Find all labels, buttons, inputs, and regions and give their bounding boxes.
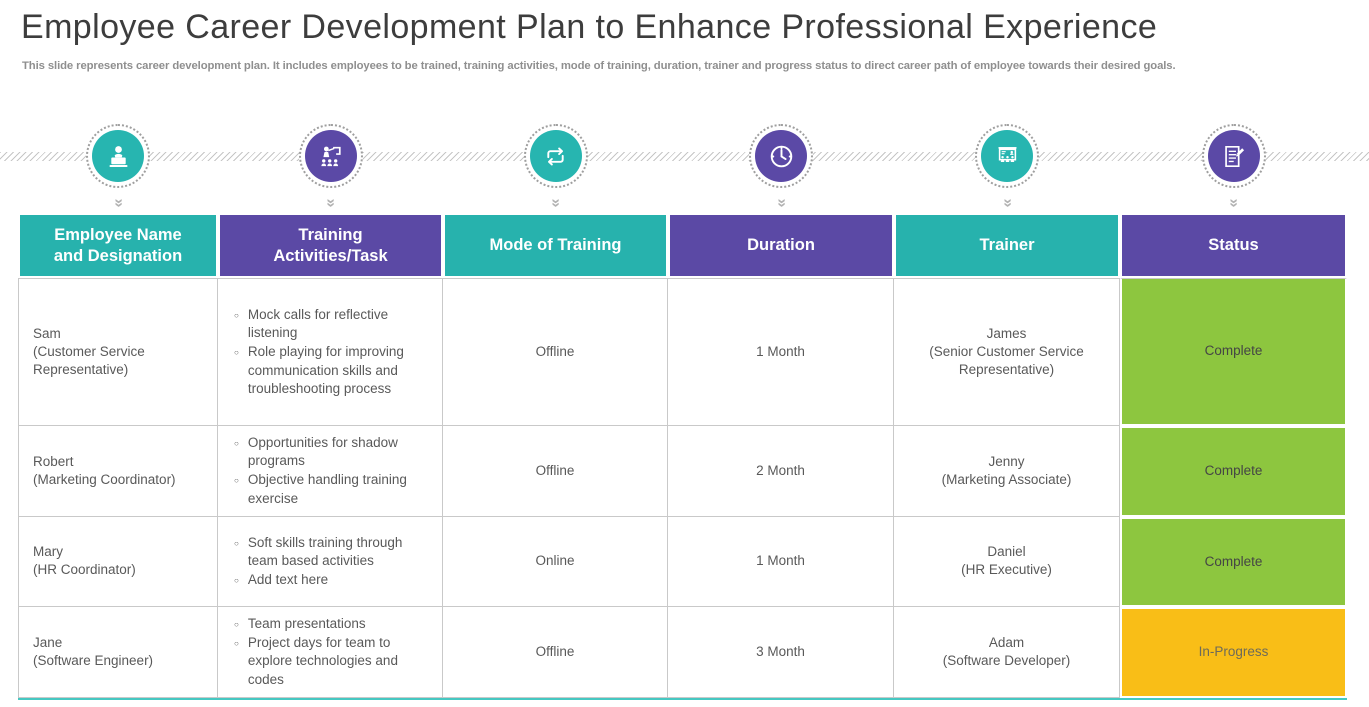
mode-cell: Online: [443, 516, 668, 607]
activity-item: Role playing for improving communication…: [234, 343, 432, 398]
employee-designation: (HR Coordinator): [33, 562, 136, 578]
trainer-cell: Daniel (HR Executive): [894, 516, 1120, 607]
header-training-activities: Training Activities/Task: [218, 213, 443, 278]
mode-cell: Offline: [443, 606, 668, 698]
table-row: Robert (Marketing Coordinator) Opportuni…: [18, 426, 1347, 517]
trainer-cell: Adam (Software Developer): [894, 606, 1120, 698]
status-icon: [1207, 130, 1260, 182]
mode-cell: Offline: [443, 426, 668, 517]
employee-name: Mary: [33, 544, 63, 560]
employee-cell: Mary (HR Coordinator): [18, 516, 218, 607]
activities-cell: Soft skills training through team based …: [218, 516, 443, 607]
activity-item: Add text here: [234, 571, 432, 589]
mode-of-training-icon: [529, 130, 582, 182]
trainer-cell: James (Senior Customer Service Represent…: [894, 278, 1120, 426]
duration-icon: [755, 130, 807, 182]
icon-badge: [298, 124, 363, 188]
icon-badge: [86, 124, 150, 188]
activity-item: Project days for team to explore technol…: [234, 634, 432, 689]
career-plan-table: Employee Name and Designation Training A…: [18, 213, 1347, 700]
duration-cell: 1 Month: [668, 516, 894, 607]
duration-cell: 2 Month: [668, 426, 894, 517]
status-badge: In-Progress: [1120, 606, 1347, 698]
employee-name: Jane: [33, 634, 63, 650]
trainer-name: Jenny: [988, 453, 1025, 469]
employee-cell: Jane (Software Engineer): [18, 606, 218, 698]
chevron-down-icon: »: [1225, 198, 1243, 208]
trainer-cell: Jenny (Marketing Associate): [894, 426, 1120, 517]
activity-item: Mock calls for reflective listening: [234, 306, 432, 342]
header-employee: Employee Name and Designation: [18, 213, 218, 278]
table-row: Sam (Customer Service Representative) Mo…: [18, 278, 1347, 426]
header-duration: Duration: [668, 213, 894, 278]
table-bottom-accent: [18, 697, 1347, 700]
duration-cell: 3 Month: [668, 606, 894, 698]
icon-cell-status: »: [1120, 124, 1347, 211]
trainer-name: James: [986, 325, 1027, 341]
trainer-role: (Marketing Associate): [941, 471, 1072, 487]
icon-badge: [975, 124, 1039, 188]
status-badge: Complete: [1120, 426, 1347, 517]
header-status: Status: [1120, 213, 1347, 278]
header-mode: Mode of Training: [443, 213, 668, 278]
activity-item: Team presentations: [234, 615, 432, 633]
employee-cell: Robert (Marketing Coordinator): [18, 426, 218, 517]
chevron-down-icon: »: [999, 198, 1016, 208]
employee-designation: (Customer Service Representative): [33, 343, 145, 378]
table-row: Mary (HR Coordinator) Soft skills traini…: [18, 516, 1347, 607]
employee-designation: (Software Engineer): [33, 652, 154, 668]
icon-cell-trainer: »: [894, 124, 1120, 211]
employee-name: Robert: [33, 453, 74, 469]
trainer-icon: [981, 130, 1033, 182]
header-trainer: Trainer: [894, 213, 1120, 278]
activity-item: Objective handling training exercise: [234, 471, 432, 507]
table-row: Jane (Software Engineer) Team presentati…: [18, 606, 1347, 698]
trainer-name: Daniel: [987, 544, 1026, 560]
chevron-down-icon: »: [110, 198, 127, 208]
icon-badge: [523, 124, 588, 188]
activity-item: Opportunities for shadow programs: [234, 434, 432, 470]
icon-cell-employee: »: [18, 124, 218, 211]
duration-cell: 1 Month: [668, 278, 894, 426]
employee-designation: (Marketing Coordinator): [33, 471, 176, 487]
hatched-timeline-band: [0, 152, 1369, 161]
status-badge: Complete: [1120, 516, 1347, 607]
activities-cell: Team presentations Project days for team…: [218, 606, 443, 698]
activities-cell: Opportunities for shadow programs Object…: [218, 426, 443, 517]
mode-cell: Offline: [443, 278, 668, 426]
trainer-role: (Software Developer): [942, 652, 1071, 668]
employee-icon: [92, 130, 144, 182]
icon-cell-training: »: [218, 124, 443, 211]
trainer-role: (Senior Customer Service Representative): [929, 343, 1084, 378]
page-title: Employee Career Development Plan to Enha…: [21, 8, 1158, 46]
training-activities-icon: [304, 130, 357, 182]
chevron-down-icon: »: [773, 198, 790, 208]
trainer-name: Adam: [988, 634, 1025, 650]
activities-cell: Mock calls for reflective listening Role…: [218, 278, 443, 426]
icon-strip: » »: [18, 124, 1347, 211]
icon-cell-mode: »: [443, 124, 668, 211]
employee-name: Sam: [33, 325, 61, 341]
status-badge: Complete: [1120, 278, 1347, 426]
trainer-role: (HR Executive): [961, 562, 1052, 578]
chevron-down-icon: »: [322, 198, 340, 208]
icon-badge: [749, 124, 813, 188]
icon-cell-duration: »: [668, 124, 894, 211]
icon-badge: [1201, 124, 1266, 188]
table-header-row: Employee Name and Designation Training A…: [18, 213, 1347, 278]
slide-description: This slide represents career development…: [22, 60, 1176, 72]
chevron-down-icon: »: [547, 198, 565, 208]
activity-item: Soft skills training through team based …: [234, 534, 432, 570]
employee-cell: Sam (Customer Service Representative): [18, 278, 218, 426]
